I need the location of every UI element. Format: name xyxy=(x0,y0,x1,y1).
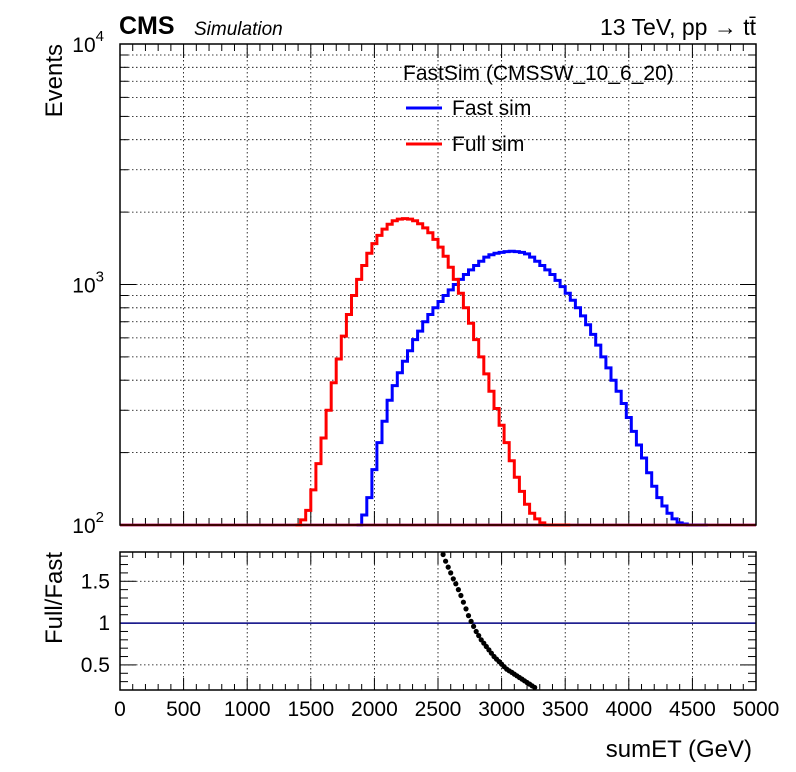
ratio-point xyxy=(468,618,474,625)
x-tick-label: 0 xyxy=(114,698,126,721)
ratio-y-tick-label: 1 xyxy=(98,612,110,635)
legend-title: FastSim (CMSSW_10_6_20) xyxy=(403,62,674,85)
x-axis-label: sumET (GeV) xyxy=(606,736,752,763)
ratio-point xyxy=(458,592,464,599)
main-ticks xyxy=(119,43,757,526)
ratio-point xyxy=(473,628,479,635)
main-y-tick-label: 103 xyxy=(72,269,104,298)
ratio-frame xyxy=(119,551,757,691)
legend: FastSim (CMSSW_10_6_20) Fast sim Full si… xyxy=(403,62,674,156)
main-y-tick-labels: 102 103 104 xyxy=(72,28,104,538)
ratio-point xyxy=(443,558,449,564)
series-fast-sim-line xyxy=(356,249,708,527)
main-panel: 102 103 104 Events FastSim (CMSSW_10_6_20)… xyxy=(41,28,757,538)
legend-label-full-sim: Full sim xyxy=(452,133,524,156)
ratio-point xyxy=(463,606,469,612)
x-tick-label: 2500 xyxy=(415,698,462,721)
ratio-point xyxy=(453,581,459,587)
simulation-tag: Simulation xyxy=(194,19,283,40)
x-tick-label: 4000 xyxy=(605,698,652,721)
x-tick-label: 1500 xyxy=(287,698,334,721)
ratio-point xyxy=(476,633,482,639)
process-label: 13 TeV, pp → tt̄ xyxy=(600,14,757,40)
experiment-label: CMS xyxy=(119,12,175,40)
x-tick-label: 2000 xyxy=(351,698,398,721)
legend-label-fast-sim: Fast sim xyxy=(452,97,531,120)
ratio-y-tick-label: 0.5 xyxy=(81,654,110,677)
ratio-y-tick-label: 1.5 xyxy=(81,570,110,593)
main-y-tick-label: 104 xyxy=(72,28,104,57)
main-frame xyxy=(119,43,757,526)
x-tick-labels: 0 500 1000 1500 2000 2500 3000 3500 4000 4500 5000 xyxy=(114,698,779,721)
ratio-panel: 0.5 1 1.5 0 500 1000 1500 2000 2500 3000 3500 4000… xyxy=(41,551,779,763)
x-tick-label: 3000 xyxy=(478,698,525,721)
ratio-point xyxy=(455,587,461,593)
x-tick-label: 5000 xyxy=(733,698,780,721)
ratio-y-axis-label: Full/Fast xyxy=(41,552,68,644)
ratio-point xyxy=(465,613,472,619)
main-y-axis-label: Events xyxy=(41,44,68,117)
ratio-point xyxy=(445,564,451,570)
ratio-point xyxy=(440,551,446,558)
ratio-point xyxy=(460,599,466,605)
ratio-point xyxy=(450,576,456,582)
ratio-y-tick-labels: 0.5 1 1.5 xyxy=(81,570,110,677)
series-full-sim-line xyxy=(295,217,571,527)
x-tick-label: 1000 xyxy=(224,698,271,721)
x-tick-label: 500 xyxy=(166,698,201,721)
ratio-points xyxy=(440,551,538,691)
main-y-tick-label: 102 xyxy=(72,509,104,538)
ratio-point xyxy=(448,570,454,576)
x-tick-label: 3500 xyxy=(542,698,589,721)
ratio-point xyxy=(471,623,477,630)
ratio-point xyxy=(532,684,538,691)
x-tick-label: 4500 xyxy=(669,698,716,721)
